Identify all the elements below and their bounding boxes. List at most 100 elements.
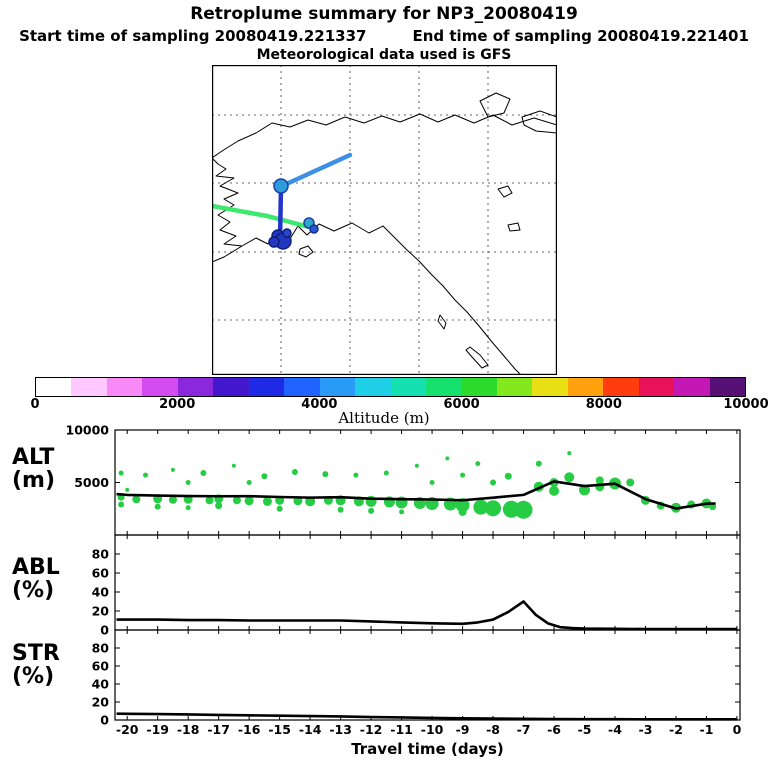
colorbar-label: Altitude (m) [338,409,430,427]
y-tick-label: 10000 [66,423,110,438]
x-tick-label: -17 [207,722,230,737]
plume-bubble [535,460,542,467]
x-tick-label: -14 [299,722,322,737]
plume-bubble [455,498,470,513]
colorbar-segment [567,378,604,396]
coastline [521,110,557,134]
y-tick-label: 40 [92,677,110,692]
abl-panel-border [114,534,741,631]
x-tick-label: -4 [608,722,622,737]
abl-line [116,600,737,631]
colorbar-segment [106,378,143,396]
plume-bubble [185,505,191,511]
colorbar-tick-labels: 0 2000 4000 6000 8000 10000 [0,397,768,412]
plume-bubble [368,507,375,514]
x-tick-label: -11 [390,722,413,737]
x-tick-label: -20 [116,722,139,737]
colorbar-segment [425,378,462,396]
coastline [298,245,314,258]
str-axis-title: STR (%) [12,642,108,688]
x-tick-label: -9 [456,722,470,737]
y-tick-label: 60 [92,566,110,581]
str-axis-title-line1: STR [12,641,60,666]
alt-panel-border [114,429,741,536]
plume-bubble [168,495,177,504]
plume-bubble [383,470,389,476]
y-tick-label: 80 [92,641,110,656]
colorbar-segment [496,378,533,396]
plume-bubble [460,472,466,478]
x-tick-label: -18 [177,722,200,737]
y-tick-label: 20 [92,695,110,710]
colorbar-segment [638,378,675,396]
x-tick-label: -1 [700,722,714,737]
coastline [212,113,557,263]
plume-bubble [485,500,502,517]
plume-marker [282,228,292,238]
str-panel-border [114,629,741,721]
trajectory-map [212,65,557,375]
abl-axis-title: ABL (%) [12,556,108,602]
plume-marker [309,224,319,234]
x-tick-label: 0 [733,722,742,737]
plume-marker [273,178,289,194]
plume-bubble [170,467,175,472]
x-tick-label: -12 [360,722,383,737]
x-tick-label: -15 [268,722,291,737]
alt-line [116,480,716,510]
altitude-colorbar [35,377,746,397]
plume-bubble [291,469,298,475]
coastline [507,222,521,232]
plume-bubble [429,480,435,485]
plume-bubble [458,507,467,516]
plume-bubble [504,472,512,480]
colorbar-segment [603,378,639,396]
str-panel: 80 60 40 20 0 [92,629,741,728]
coastline [497,185,513,198]
colorbar-segment [390,378,426,396]
colorbar-segment [461,378,497,396]
plume-bubble [595,476,604,485]
plume-bubble [414,463,419,468]
plume-bubble [261,473,268,480]
x-axis-label: Travel time (days) [351,740,504,758]
plume-bubble [244,496,254,506]
colorbar-segment [674,378,710,396]
map-canvas [212,65,557,375]
y-tick-label: 5000 [74,475,109,490]
alt-axis-title: ALT (m) [12,446,108,492]
trajectory-blue [279,152,353,189]
plume-bubble [490,479,497,486]
plume-bubble [118,470,124,476]
x-tick-label: -19 [146,722,169,737]
colorbar-tick-label: 8000 [585,397,622,412]
plume-bubble [118,501,125,508]
map-border [212,65,557,375]
coastline [437,314,447,330]
plume-bubble [305,496,316,507]
start-time-text: Start time of sampling 20080419.221337 [19,27,367,45]
plume-bubble [564,472,575,483]
x-tick-label: -5 [578,722,592,737]
colorbar-segment [532,378,568,396]
plume-bubble [132,495,141,504]
coastline [479,92,511,118]
trajectory-green [212,203,316,231]
colorbar-segment [319,378,356,396]
alt-axis-title-line1: ALT [12,445,55,470]
abl-axis-title-line2: (%) [12,578,55,603]
plume-bubble [215,502,223,510]
colorbar-tick-label: 4000 [301,397,338,412]
plume-bubble [205,496,214,505]
plume-bubble [232,496,241,505]
plume-bubble [549,485,560,496]
plume-bubble [353,472,359,478]
y-tick-label: 40 [92,585,110,600]
abl-panel: 80 60 40 20 0 [92,534,741,638]
x-tick-label: -7 [517,722,531,737]
plume-bubble [246,480,252,485]
plume-bubble [154,503,161,510]
plume-bubble [322,471,329,478]
sampling-times: Start time of sampling 20080419.221337 E… [0,27,768,45]
plume-bubble [399,509,405,515]
